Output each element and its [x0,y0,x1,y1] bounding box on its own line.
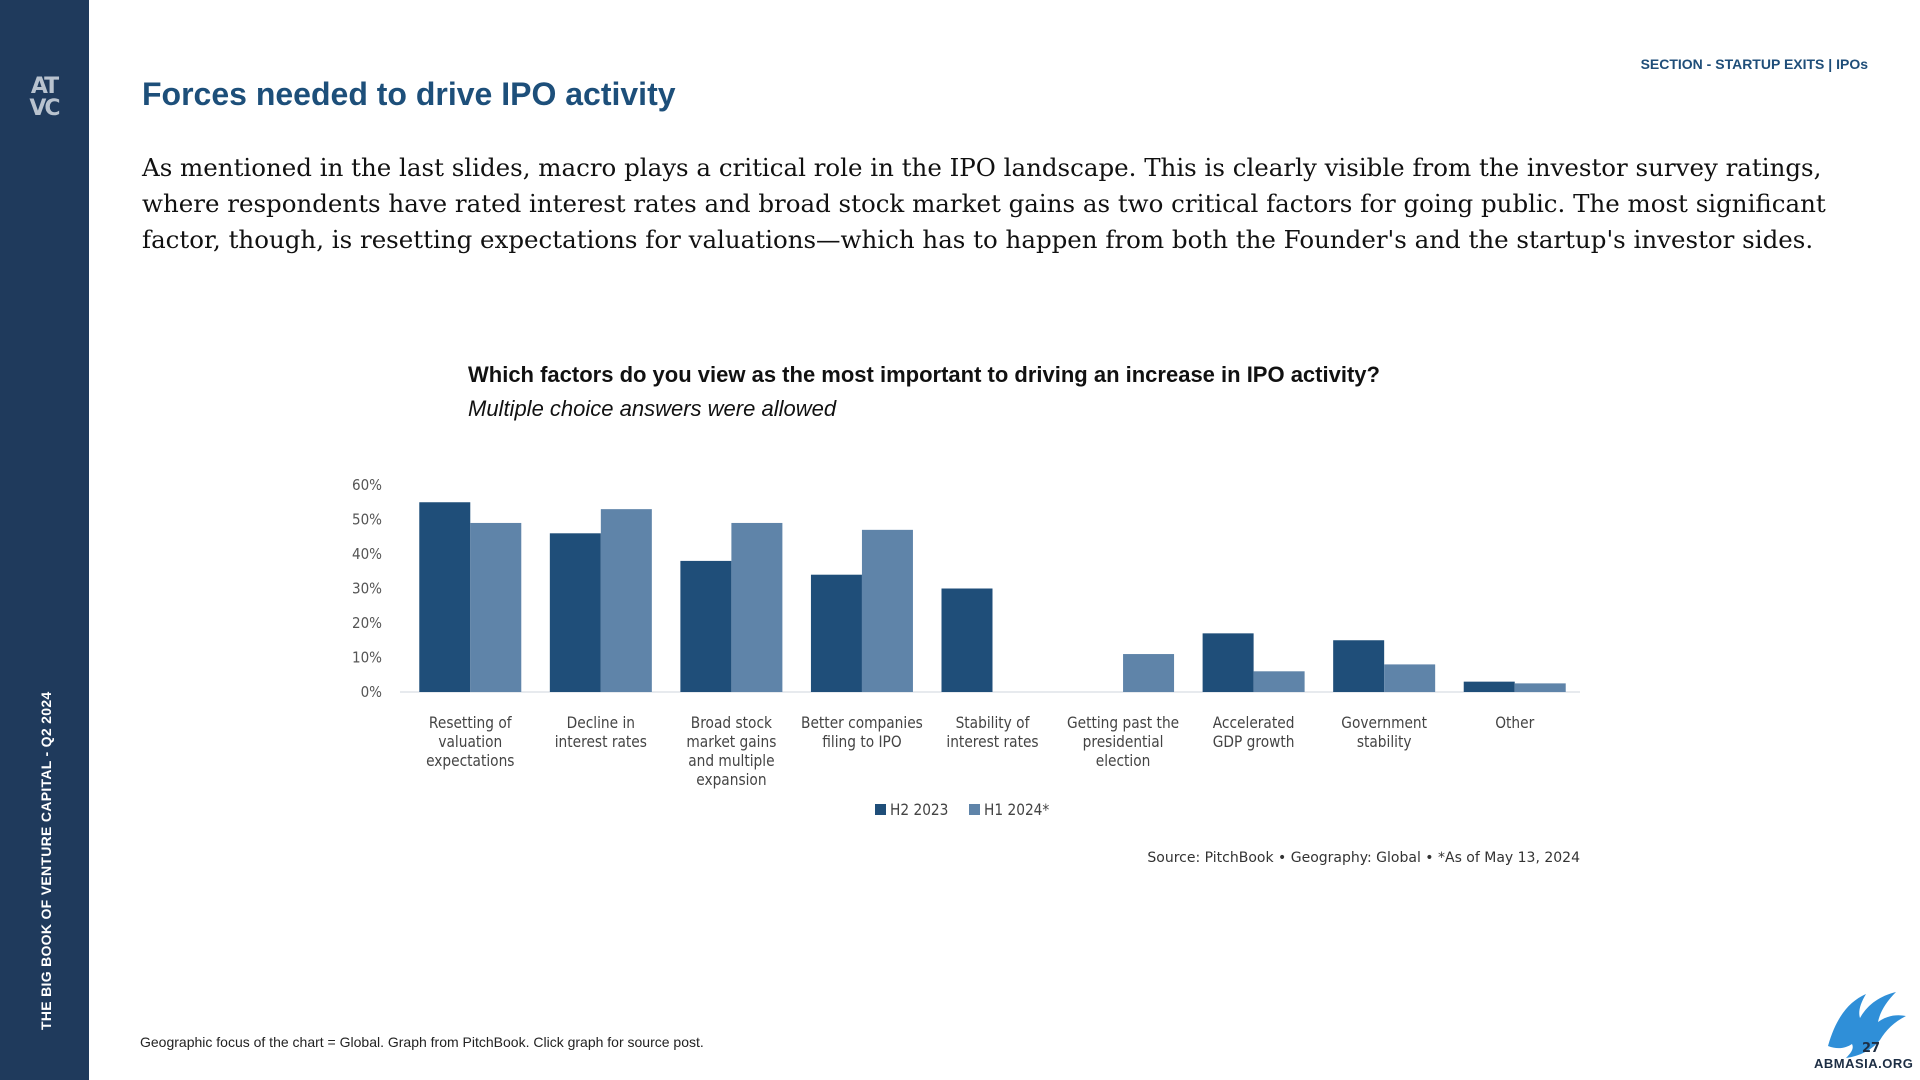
x-category-label: Broad stock [691,713,773,732]
x-category-label: and multiple [688,751,774,770]
x-category-label: Resetting of [429,713,512,732]
legend-label: H1 2024* [984,800,1050,819]
legend-swatch [969,804,980,815]
x-category-label: stability [1357,732,1412,751]
bar-h1-2024[interactable] [861,529,913,692]
sidebar-vertical-text: THE BIG BOOK OF VENTURE CAPITAL - Q2 202… [38,691,54,1031]
chart-title: Which factors do you view as the most im… [468,362,1380,387]
y-tick-label: 50% [352,511,382,529]
watermark-site: ABMASIA.ORG [1814,1056,1914,1071]
bar-h2-2023[interactable] [810,574,862,692]
x-category-label: expectations [426,751,515,770]
x-category-label: Government [1341,713,1427,732]
x-category-label: filing to IPO [822,732,901,751]
bar-h2-2023[interactable] [1463,681,1515,692]
y-tick-label: 0% [361,683,383,701]
x-category-label: interest rates [555,732,647,751]
bar-h2-2023[interactable] [941,588,993,693]
legend-label: H2 2023 [890,800,948,819]
x-category-label: Accelerated [1213,713,1295,732]
bar-h2-2023[interactable] [419,502,471,692]
legend-swatch [875,804,886,815]
bar-h1-2024[interactable] [1253,671,1305,692]
page-title: Forces needed to drive IPO activity [142,76,676,112]
x-category-label: valuation [438,732,502,751]
bar-h1-2024[interactable] [600,509,652,692]
bar-h1-2024[interactable] [1384,664,1436,692]
x-category-label: Decline in [567,713,635,732]
bar-h1-2024[interactable] [731,522,783,692]
bar-chart[interactable]: 0% 10% 20% 30% 40% 50% 60% Resetting ofvaluatio… [330,470,1600,880]
sidebar: AT VC THE BIG BOOK OF VENTURE CAPITAL - … [0,0,89,1080]
bar-h1-2024[interactable] [1514,683,1566,692]
y-tick-label: 10% [352,649,382,667]
atvc-logo[interactable]: AT VC [29,74,60,121]
bar-h1-2024[interactable] [470,522,522,692]
section-label: SECTION - STARTUP EXITS | IPOs [1640,56,1868,72]
footnote: Geographic focus of the chart = Global. … [140,1034,704,1050]
x-category-label: Better companies [801,713,923,732]
x-category-label: presidential [1083,732,1164,751]
x-category-label: Getting past the [1067,713,1179,732]
bar-h2-2023[interactable] [1202,633,1254,692]
x-category-label: market gains [686,732,776,751]
x-category-label: expansion [696,770,766,789]
y-tick-label: 20% [352,614,382,632]
x-category-label: Stability of [956,713,1031,732]
x-category-label: GDP growth [1213,732,1295,751]
x-category-label: Other [1495,713,1535,732]
sidebar-vertical-text-wrap: THE BIG BOOK OF VENTURE CAPITAL - Q2 202… [38,666,58,1046]
bar-h2-2023[interactable] [680,560,732,692]
y-tick-label: 60% [352,476,382,494]
bar-h1-2024[interactable] [1123,654,1175,692]
y-tick-label: 40% [352,545,382,563]
bar-h2-2023[interactable] [1333,640,1385,692]
chart-source: Source: PitchBook • Geography: Global • … [1147,850,1580,866]
x-category-label: election [1096,751,1151,770]
chart-subtitle: Multiple choice answers were allowed [468,396,837,421]
y-tick-label: 30% [352,580,382,598]
watermark-number: 27 [1862,1041,1880,1056]
bar-h2-2023[interactable] [549,533,601,692]
intro-paragraph: As mentioned in the last slides, macro p… [142,153,1826,254]
x-category-label: interest rates [946,732,1038,751]
eagle-logo-icon: 27 [1828,992,1906,1058]
